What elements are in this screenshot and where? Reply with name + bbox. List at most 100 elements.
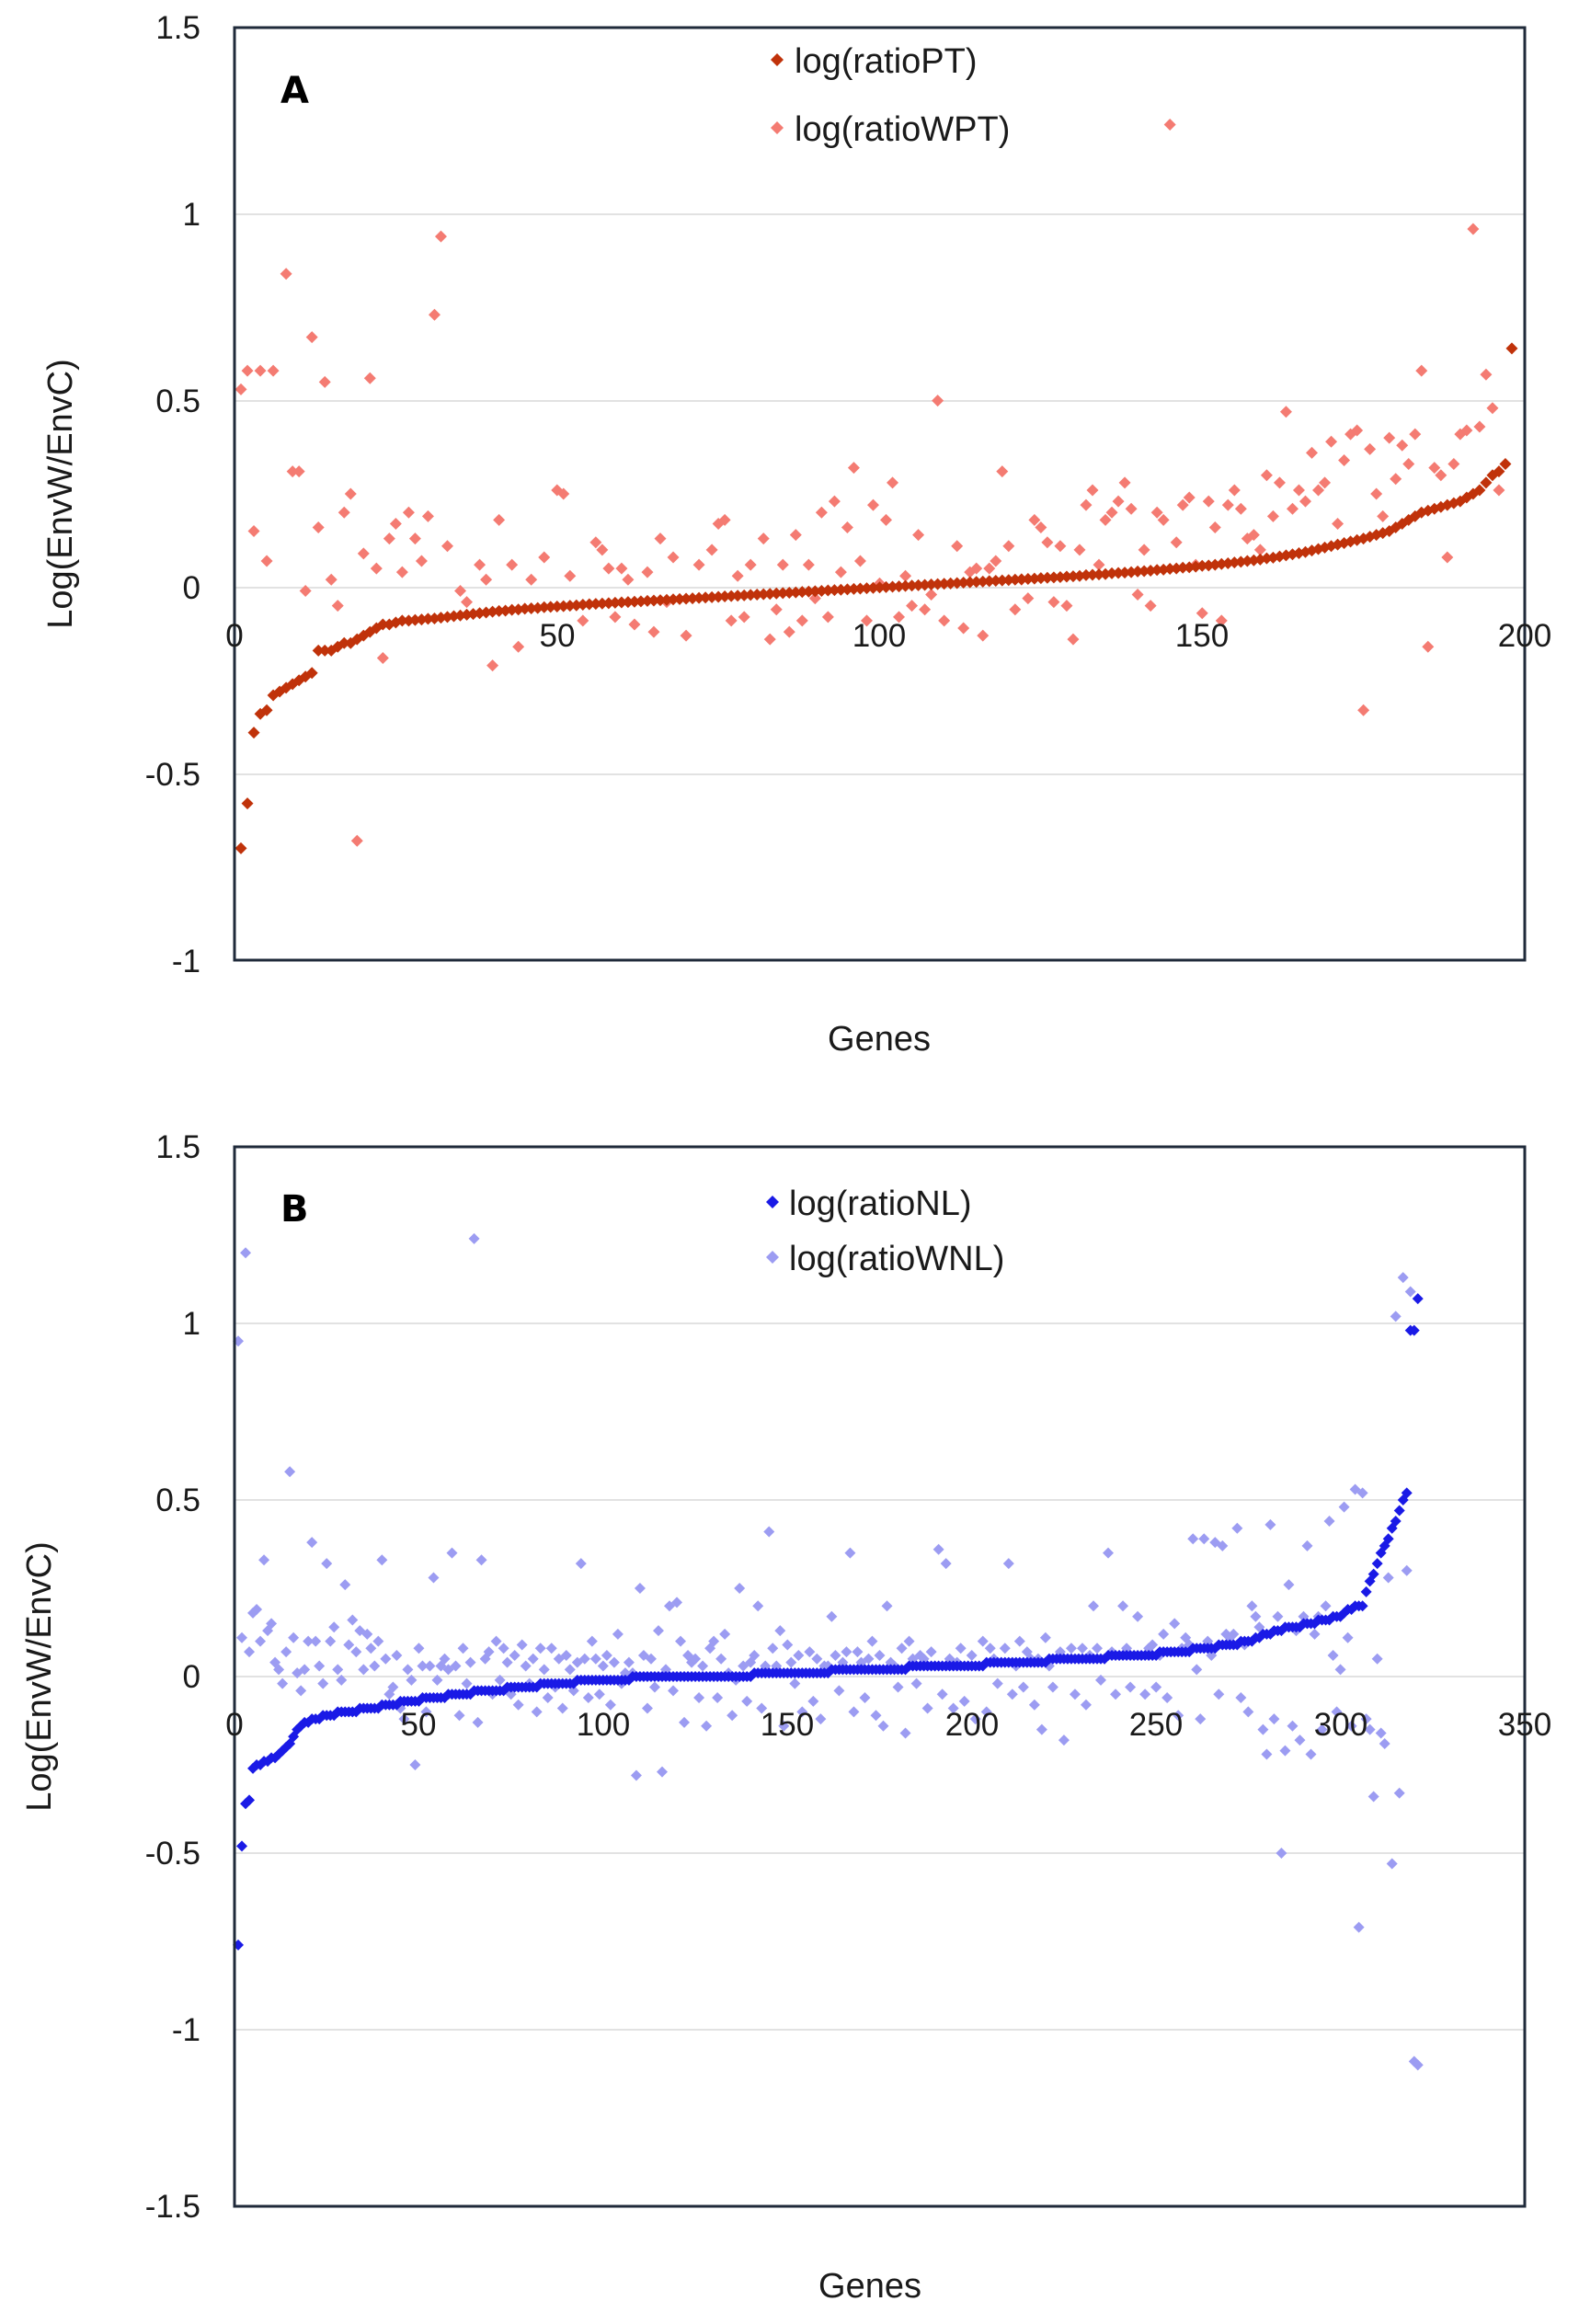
- data-point-ratiownl: [391, 1649, 403, 1661]
- data-point-ratiopt: [519, 602, 532, 615]
- data-point-ratiownl: [1087, 1600, 1099, 1612]
- data-point-ratiowpt: [1460, 424, 1473, 437]
- data-point-ratiownl: [1393, 1787, 1405, 1799]
- data-point-ratiopt: [815, 584, 828, 597]
- data-point-ratiownl: [1283, 1579, 1295, 1591]
- data-point-ratiownl: [903, 1635, 915, 1647]
- data-point-ratiownl: [712, 1692, 724, 1704]
- data-point-ratiowpt: [957, 622, 970, 635]
- data-point-ratiopt: [241, 797, 254, 810]
- data-point-ratiowpt: [983, 562, 996, 575]
- data-point-ratiowpt: [744, 558, 757, 571]
- data-point-ratiowpt: [1131, 589, 1144, 601]
- data-point-ratiownl: [1371, 1653, 1383, 1665]
- data-point-ratiowpt: [1221, 498, 1234, 511]
- data-point-ratiownl: [789, 1677, 801, 1689]
- data-point-ratiownl: [417, 1660, 429, 1672]
- data-point-ratiowpt: [615, 562, 628, 575]
- y-tick-label: 0.5: [155, 1483, 200, 1518]
- data-point-ratiowpt: [402, 506, 415, 519]
- data-point-ratiowpt: [1402, 458, 1415, 471]
- data-point-ratiopt: [789, 586, 802, 599]
- data-point-ratiownl: [1375, 1727, 1387, 1739]
- data-point-ratiowpt: [821, 611, 834, 624]
- data-point-ratiownl: [675, 1635, 687, 1647]
- data-point-ratiownl: [947, 1702, 959, 1714]
- data-point-ratiopt: [525, 602, 538, 615]
- data-point-ratiowpt: [1312, 484, 1325, 497]
- data-point-ratiownl: [1279, 1745, 1291, 1757]
- data-point-ratiowpt: [1041, 536, 1054, 549]
- data-point-ratiowpt: [1467, 223, 1480, 235]
- data-point-ratiowpt: [441, 540, 453, 553]
- y-tick-label: -0.5: [145, 757, 200, 793]
- data-point-ratiowpt: [1183, 491, 1196, 504]
- data-point-ratiowpt: [1080, 498, 1093, 511]
- data-point-ratiopt: [808, 585, 821, 598]
- data-point-ratiopt: [957, 577, 970, 590]
- data-point-ratiownl: [431, 1674, 443, 1686]
- data-point-ratiowpt: [887, 476, 899, 489]
- data-point-ratiowpt: [925, 589, 938, 601]
- data-point-ratiowpt: [241, 364, 254, 377]
- data-point-ratiownl: [701, 1720, 713, 1732]
- data-point-ratiowpt: [853, 555, 866, 567]
- data-point-ratiownl: [648, 1681, 660, 1693]
- data-point-ratiowpt: [318, 375, 331, 388]
- data-point-ratiownl: [361, 1628, 373, 1640]
- panel-b-gridlines: [235, 1322, 1525, 2031]
- data-point-ratiowpt: [596, 544, 609, 556]
- data-point-ratiowpt: [641, 566, 654, 578]
- data-point-ratiowpt: [1170, 536, 1183, 549]
- data-point-ratiownl: [804, 1646, 816, 1658]
- data-point-ratiownl: [1110, 1689, 1122, 1700]
- data-point-ratiowpt: [1157, 513, 1170, 526]
- data-point-ratiownl: [387, 1681, 399, 1693]
- y-tick-label: -0.5: [145, 1836, 200, 1872]
- x-tick-label: 100: [577, 1707, 630, 1743]
- data-point-ratiowpt: [1176, 498, 1189, 511]
- data-point-ratiopt: [615, 596, 628, 609]
- data-point-ratiowpt: [757, 532, 770, 545]
- data-point-ratiowpt: [474, 558, 486, 571]
- data-point-ratiownl: [1412, 2059, 1424, 2071]
- data-point-ratiopt: [906, 579, 919, 592]
- data-point-rationl: [1390, 1516, 1402, 1528]
- data-point-ratiownl: [1345, 1720, 1357, 1732]
- data-point-ratiopt: [996, 574, 1009, 587]
- y-tick-label: 0.5: [155, 384, 200, 419]
- data-point-ratiownl: [892, 1681, 904, 1693]
- data-point-ratiownl: [1356, 1487, 1368, 1499]
- data-point-ratiownl: [244, 1646, 256, 1658]
- data-point-ratiownl: [940, 1558, 952, 1570]
- data-point-ratiopt: [622, 596, 635, 609]
- data-point-ratiownl: [693, 1692, 705, 1704]
- data-point-ratiowpt: [1163, 118, 1176, 131]
- data-point-ratiownl: [844, 1547, 856, 1559]
- data-point-ratiownl: [630, 1769, 642, 1781]
- data-point-ratiownl: [877, 1720, 889, 1732]
- data-point-ratiownl: [980, 1706, 992, 1718]
- data-point-ratiownl: [984, 1643, 996, 1654]
- data-point-ratiownl: [306, 1537, 318, 1549]
- data-point-ratiownl: [796, 1706, 808, 1718]
- data-point-ratiopt: [977, 575, 990, 588]
- data-point-ratiownl: [409, 1759, 421, 1770]
- data-point-ratiownl: [1242, 1706, 1254, 1718]
- x-tick-label: 150: [1175, 618, 1229, 654]
- data-point-ratiownl: [645, 1653, 657, 1665]
- data-point-ratiopt: [583, 598, 596, 611]
- data-point-ratiownl: [1390, 1311, 1402, 1322]
- data-point-ratiownl: [498, 1643, 509, 1654]
- data-point-ratiowpt: [1377, 509, 1390, 522]
- data-point-ratiopt: [673, 592, 686, 605]
- data-point-ratiopt: [1505, 342, 1518, 355]
- data-point-ratiopt: [776, 587, 789, 600]
- panel-a-y-axis-title: Log(EnvW/EnvC): [41, 359, 80, 629]
- data-point-ratiowpt: [260, 555, 273, 567]
- data-point-ratiopt: [1499, 458, 1512, 471]
- data-point-ratiowpt: [1002, 540, 1015, 553]
- data-point-ratiowpt: [808, 592, 821, 605]
- data-point-ratiownl: [1323, 1516, 1335, 1528]
- data-point-ratiownl: [450, 1660, 462, 1672]
